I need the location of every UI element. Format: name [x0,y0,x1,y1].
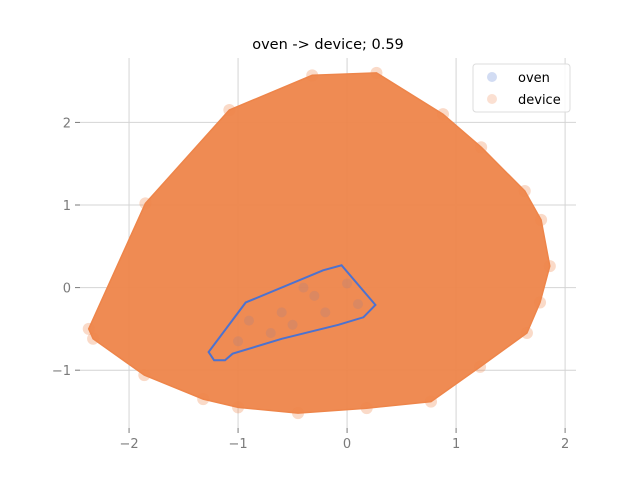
y-tick-label: −1 [52,364,71,379]
oven-point [265,328,276,339]
oven-hull [207,264,377,362]
y-tick-label: 0 [63,282,71,297]
oven-point [320,307,331,318]
legend-marker-device [487,94,497,104]
oven-point [342,278,353,289]
oven-point [287,319,298,330]
axes: −2 −1 0 1 2 −1 0 1 2 [52,116,569,452]
x-tick-label: 1 [452,437,460,452]
device-hull [87,72,551,414]
legend-label-device: device [518,93,561,108]
device-point-cloud [88,72,550,414]
data-layer [82,66,556,420]
legend: oven device [472,63,571,113]
oven-point [233,336,244,347]
chart-title: oven -> device; 0.59 [252,37,404,53]
x-tick-label: −1 [228,437,247,452]
oven-point [298,282,309,293]
x-tick-label: 0 [343,437,351,452]
legend-label-oven: oven [518,71,550,86]
oven-point [352,299,363,310]
y-tick-label: 1 [63,199,71,214]
oven-point [243,315,254,326]
y-tick-label: 2 [63,116,71,131]
x-tick-label: 2 [561,437,569,452]
oven-point [276,307,287,318]
legend-box [472,63,571,113]
legend-marker-oven [487,72,497,82]
oven-point [309,290,320,301]
x-tick-label: −2 [119,437,138,452]
